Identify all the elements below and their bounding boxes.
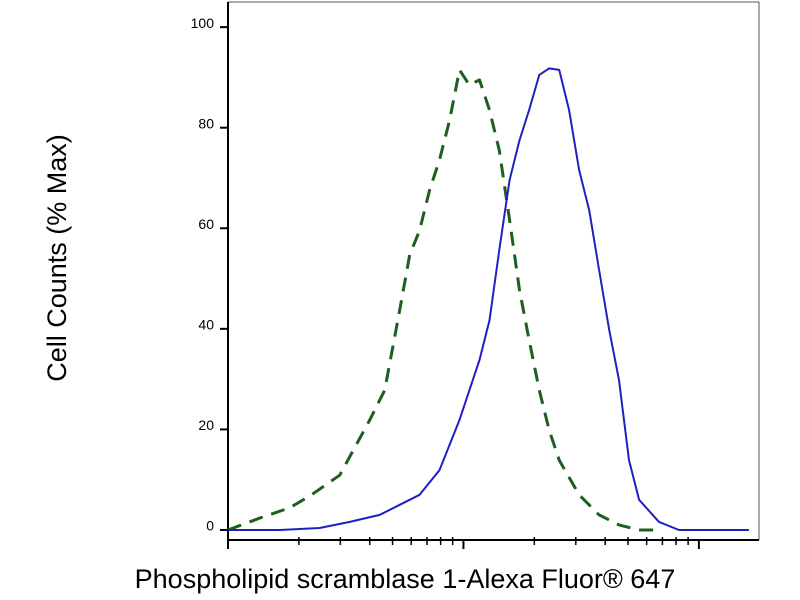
x-axis-label: Phospholipid scramblase 1-Alexa Fluor® 6… (135, 564, 676, 594)
y-tick-label: 0 (206, 518, 214, 534)
y-tick-label: 20 (198, 417, 214, 433)
y-tick-label: 100 (191, 15, 215, 31)
histogram-line (227, 68, 659, 532)
y-axis-label: Cell Counts (% Max) (42, 134, 72, 382)
y-tick-label: 40 (198, 317, 214, 333)
y-tick-label: 60 (198, 216, 214, 232)
y-tick-label: 80 (198, 115, 214, 131)
histogram-line (228, 67, 749, 531)
